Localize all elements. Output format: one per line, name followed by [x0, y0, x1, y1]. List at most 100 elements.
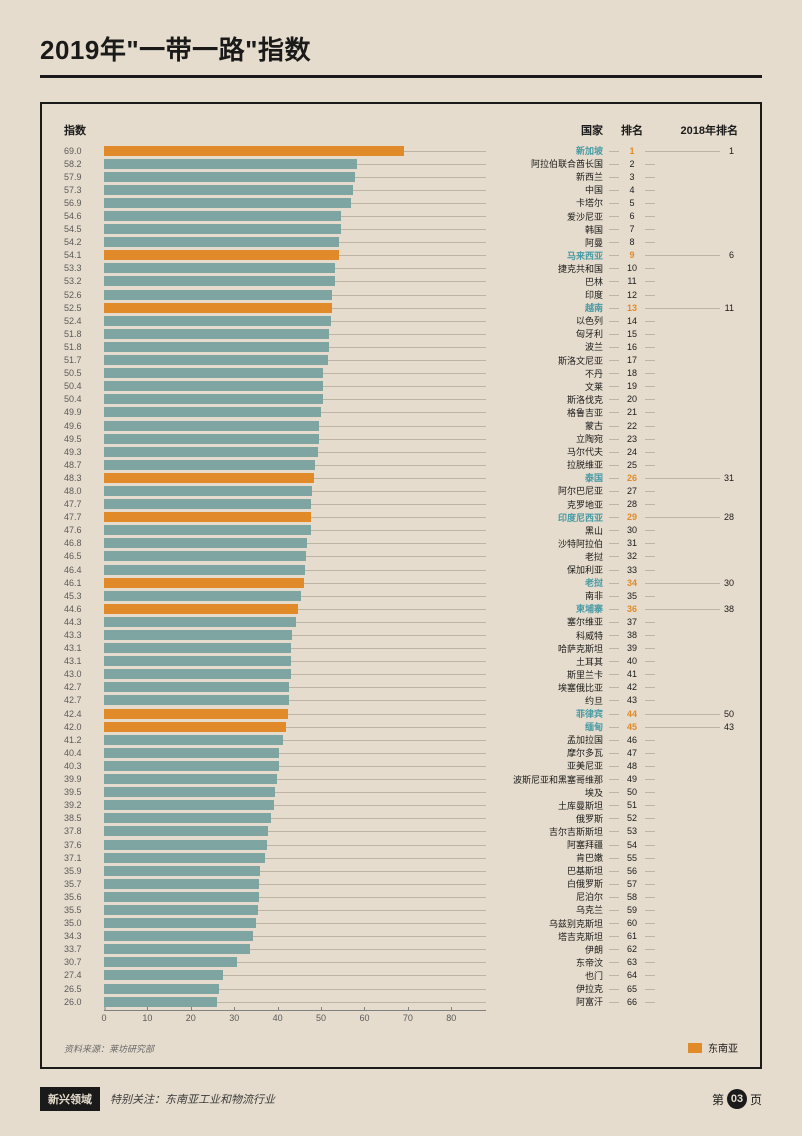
chart-row: 44.3塞尔维亚37	[64, 615, 738, 628]
bar	[104, 984, 219, 994]
row-rank: 41	[611, 669, 653, 679]
bar-wrap	[104, 471, 486, 484]
row-country: 阿富汗	[486, 995, 611, 1008]
header-rank: 排名	[611, 122, 653, 138]
row-rank-2018: 11	[653, 303, 738, 313]
row-country: 缅甸	[486, 720, 611, 733]
row-index-value: 35.6	[64, 892, 104, 902]
chart-row: 27.4也门64	[64, 969, 738, 982]
row-rank: 16	[611, 342, 653, 352]
row-rank: 28	[611, 499, 653, 509]
page-suffix: 页	[750, 1091, 762, 1108]
bar-wrap	[104, 354, 486, 367]
bar	[104, 185, 353, 195]
chart-row: 50.4斯洛伐克20	[64, 393, 738, 406]
row-country: 保加利亚	[486, 563, 611, 576]
page-title: 2019年"一带一路"指数	[40, 30, 762, 67]
bar-wrap	[104, 720, 486, 733]
bar-wrap	[104, 943, 486, 956]
row-rank: 4	[611, 185, 653, 195]
bar-wrap	[104, 917, 486, 930]
row-country: 阿塞拜疆	[486, 838, 611, 851]
bar-wrap	[104, 406, 486, 419]
legend-swatch	[688, 1043, 702, 1053]
bar	[104, 512, 311, 522]
row-country: 埃及	[486, 786, 611, 799]
bar-wrap	[104, 576, 486, 589]
row-rank-2018: 28	[653, 512, 738, 522]
bar-wrap	[104, 445, 486, 458]
bar-wrap	[104, 733, 486, 746]
row-rank: 56	[611, 866, 653, 876]
bar-wrap	[104, 642, 486, 655]
row-country: 埃塞俄比亚	[486, 681, 611, 694]
page-number: 第 03 页	[712, 1089, 762, 1109]
row-rank: 53	[611, 826, 653, 836]
row-country: 马来西亚	[486, 249, 611, 262]
page-prefix: 第	[712, 1091, 724, 1108]
chart-row: 42.7埃塞俄比亚42	[64, 681, 738, 694]
bar	[104, 748, 279, 758]
bar	[104, 591, 301, 601]
row-rank: 55	[611, 853, 653, 863]
bar-wrap	[104, 498, 486, 511]
bar	[104, 761, 279, 771]
title-rule	[40, 75, 762, 78]
chart-row: 50.5不丹18	[64, 367, 738, 380]
bar-wrap	[104, 550, 486, 563]
x-tick: 70	[403, 1013, 413, 1023]
bar-wrap	[104, 301, 486, 314]
chart-row: 41.2孟加拉国46	[64, 733, 738, 746]
bar-wrap	[104, 969, 486, 982]
row-index-value: 51.8	[64, 342, 104, 352]
chart-container: 指数 国家 排名 2018年排名 69.0新加坡1158.2阿拉伯联合酋长国25…	[40, 102, 762, 1069]
row-country: 沙特阿拉伯	[486, 537, 611, 550]
chart-row: 26.5伊拉克65	[64, 982, 738, 995]
chart-row: 40.4摩尔多瓦47	[64, 746, 738, 759]
row-country: 老挝	[486, 576, 611, 589]
row-index-value: 47.7	[64, 499, 104, 509]
row-country: 斯洛伐克	[486, 393, 611, 406]
row-country: 南非	[486, 589, 611, 602]
row-rank: 52	[611, 813, 653, 823]
bar-wrap	[104, 380, 486, 393]
row-country: 文莱	[486, 380, 611, 393]
row-rank: 1	[611, 146, 653, 156]
bar	[104, 276, 335, 286]
chart-row: 54.6爱沙尼亚6	[64, 209, 738, 222]
row-index-value: 53.3	[64, 263, 104, 273]
row-rank: 37	[611, 617, 653, 627]
chart-row: 53.2巴林11	[64, 275, 738, 288]
row-index-value: 53.2	[64, 276, 104, 286]
chart-row: 40.3亚美尼亚48	[64, 759, 738, 772]
row-rank-2018: 1	[653, 146, 738, 156]
bar	[104, 787, 275, 797]
bar	[104, 211, 341, 221]
bar-wrap	[104, 209, 486, 222]
row-rank: 40	[611, 656, 653, 666]
bar	[104, 918, 256, 928]
bar	[104, 342, 329, 352]
row-rank: 60	[611, 918, 653, 928]
row-rank-2018: 50	[653, 709, 738, 719]
row-index-value: 56.9	[64, 198, 104, 208]
row-index-value: 37.8	[64, 826, 104, 836]
chart-row: 34.3塔吉克斯坦61	[64, 930, 738, 943]
chart-row: 51.8波兰16	[64, 340, 738, 353]
row-index-value: 42.7	[64, 682, 104, 692]
row-index-value: 49.9	[64, 407, 104, 417]
row-rank: 26	[611, 473, 653, 483]
bar	[104, 525, 311, 535]
bar-wrap	[104, 668, 486, 681]
row-country: 阿曼	[486, 236, 611, 249]
row-index-value: 46.4	[64, 565, 104, 575]
bar-wrap	[104, 903, 486, 916]
row-country: 印度尼西亚	[486, 511, 611, 524]
chart-row: 43.3科威特38	[64, 628, 738, 641]
row-country: 亚美尼亚	[486, 759, 611, 772]
chart-rows: 69.0新加坡1158.2阿拉伯联合酋长国257.9新西兰357.3中国456.…	[64, 144, 738, 1008]
chart-row: 35.6尼泊尔58	[64, 890, 738, 903]
row-rank: 45	[611, 722, 653, 732]
chart-row: 46.4保加利亚33	[64, 563, 738, 576]
bar	[104, 460, 315, 470]
